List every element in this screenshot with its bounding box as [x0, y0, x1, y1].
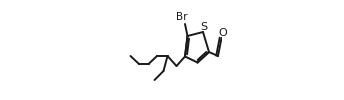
Text: S: S	[201, 22, 207, 32]
Text: Br: Br	[176, 12, 188, 22]
Text: O: O	[218, 28, 227, 38]
